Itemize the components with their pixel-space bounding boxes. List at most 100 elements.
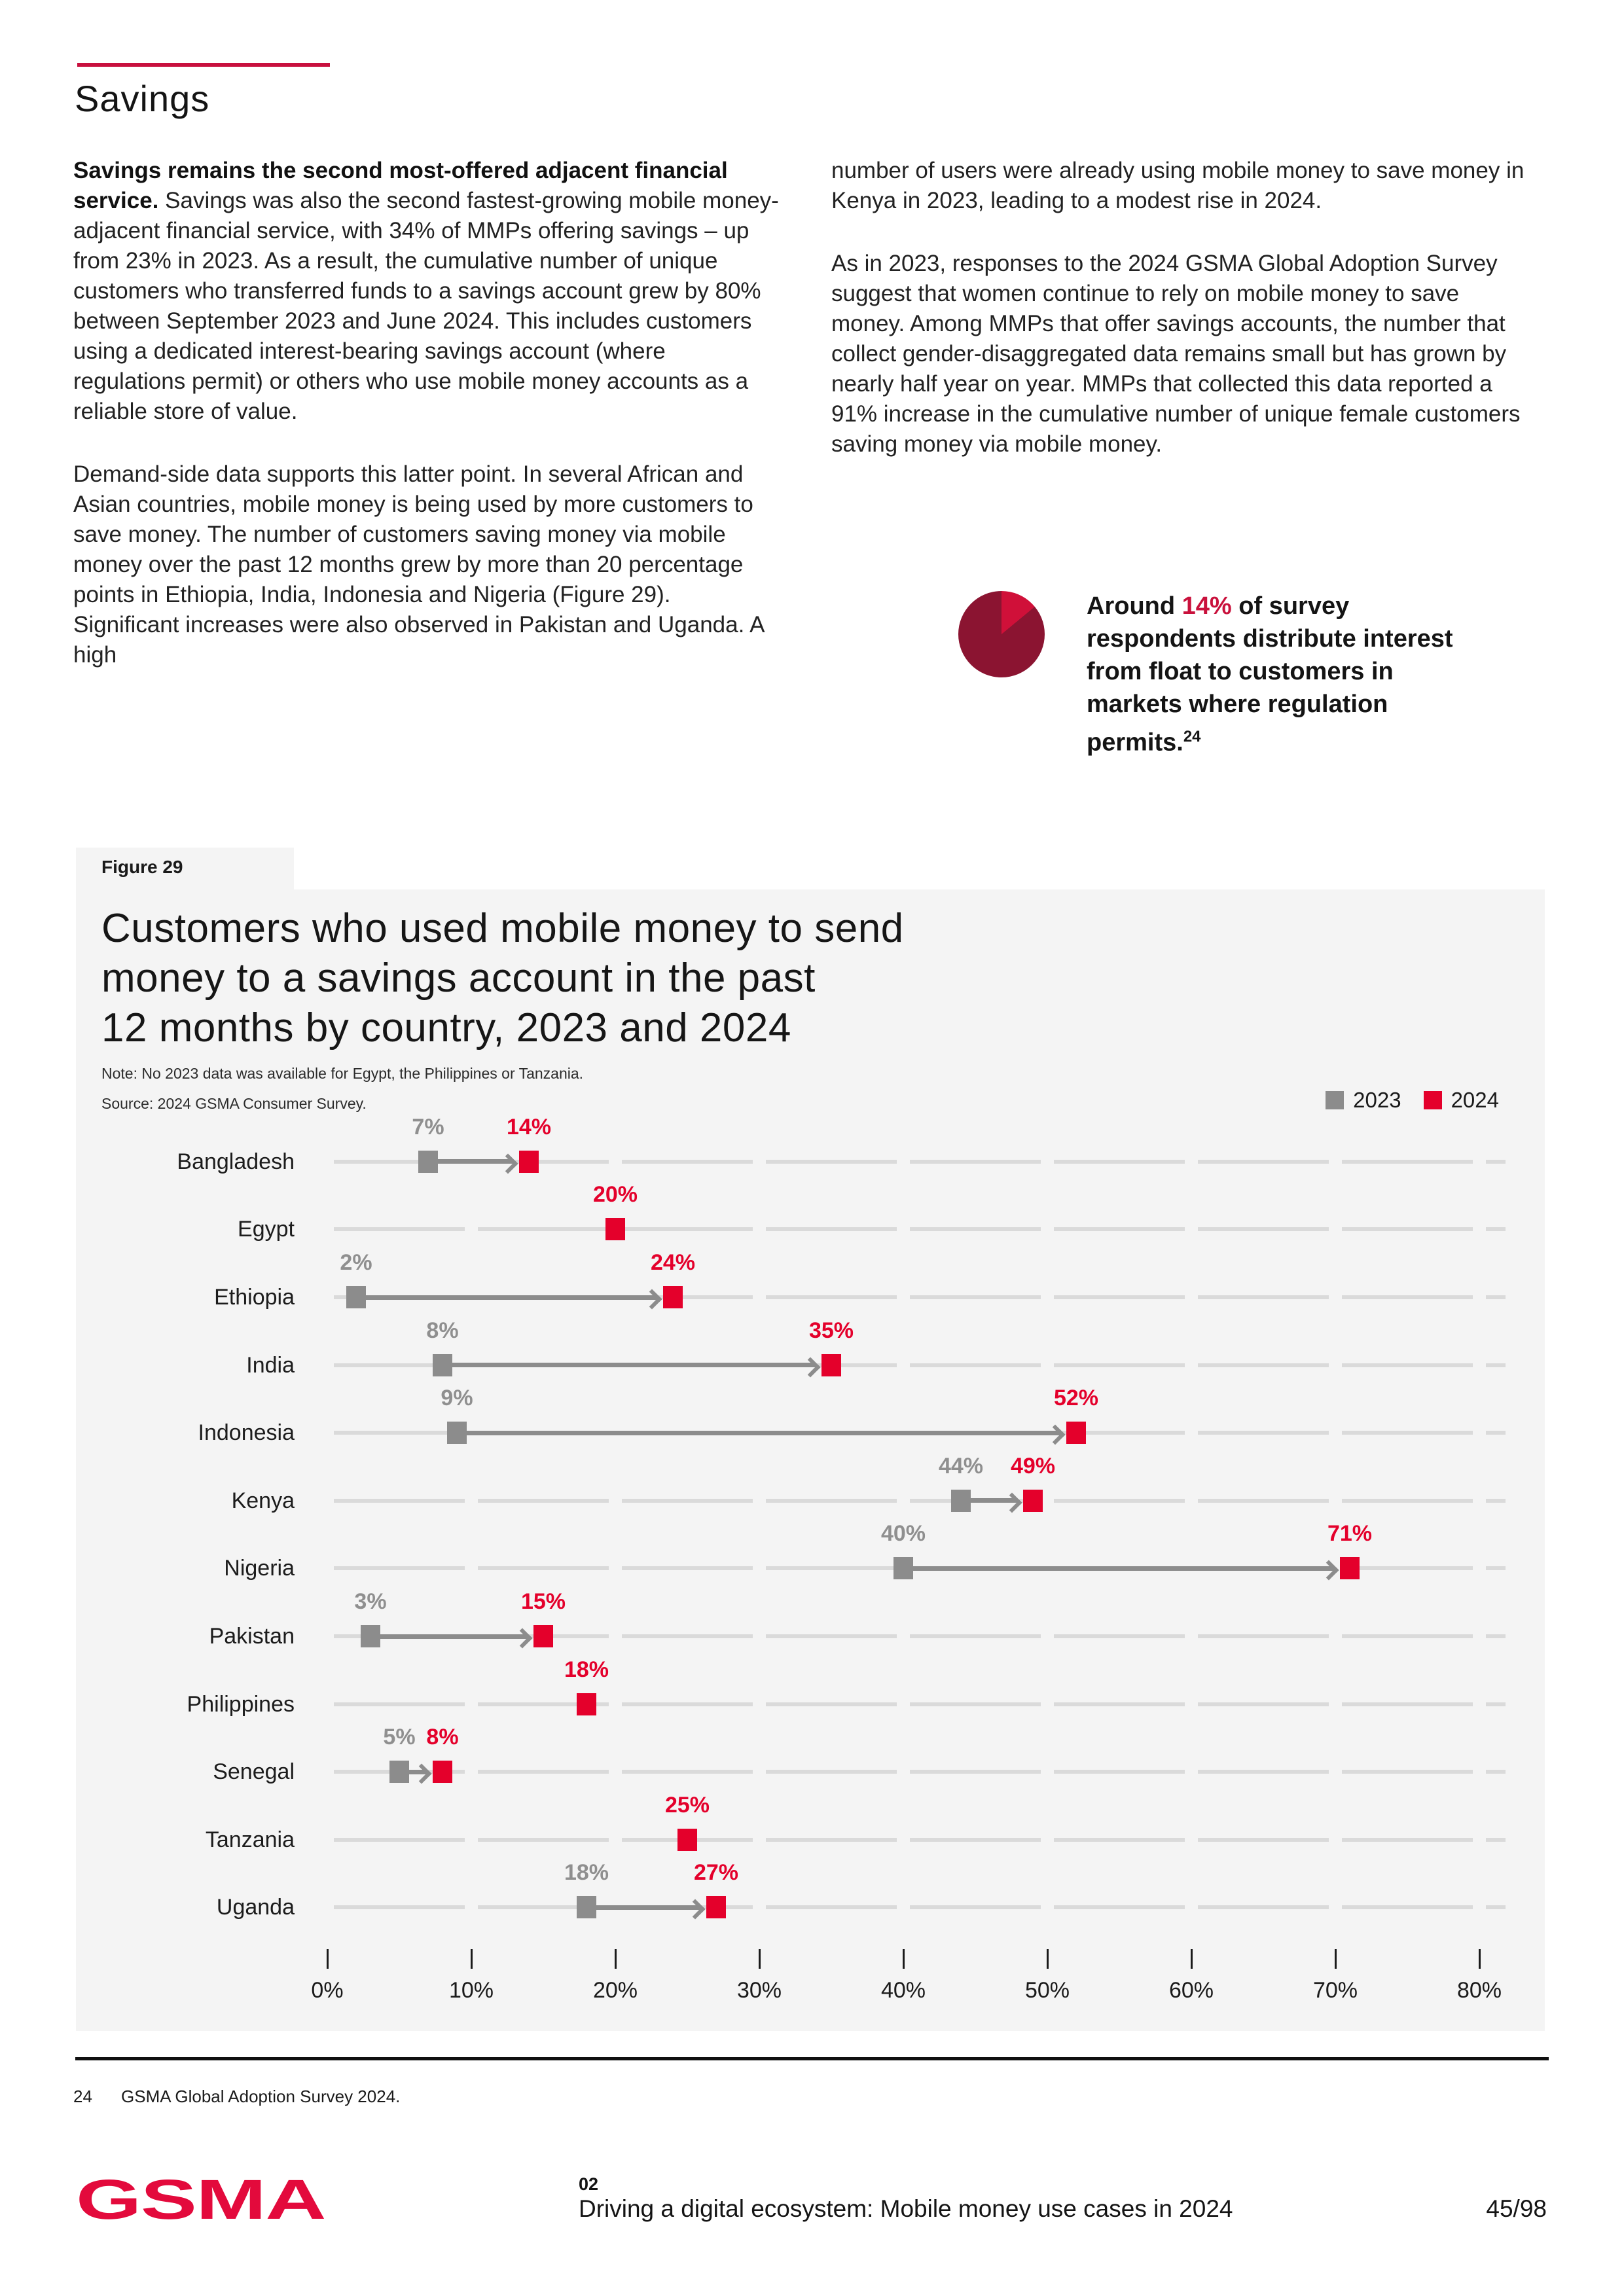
- marker-2023: [447, 1422, 467, 1444]
- legend-label-2023: 2023: [1353, 1088, 1401, 1112]
- marker-2024: [533, 1625, 553, 1647]
- value-label-2023: 40%: [880, 1521, 926, 1547]
- paragraph: As in 2023, responses to the 2024 GSMA G…: [831, 251, 1521, 457]
- marker-2024: [1023, 1489, 1043, 1512]
- marker-2024: [433, 1761, 452, 1784]
- marker-2024: [706, 1896, 726, 1919]
- callout-prefix: Around: [1087, 592, 1182, 620]
- figure-label-tab: Figure 29: [76, 848, 294, 890]
- marker-2024: [1340, 1557, 1360, 1580]
- marker-2024: [605, 1218, 625, 1241]
- value-label-2024: 14%: [506, 1114, 552, 1139]
- arrow-head-icon: [1318, 1560, 1339, 1581]
- marker-2023: [577, 1896, 596, 1919]
- x-tick-label: 40%: [880, 1978, 926, 2003]
- legend-swatch-2023: [1326, 1091, 1344, 1109]
- paragraph: number of users were already using mobil…: [831, 158, 1525, 213]
- marker-2024: [821, 1354, 841, 1376]
- arrow-line: [961, 1498, 1017, 1503]
- footnote-text: GSMA Global Adoption Survey 2024.: [121, 2087, 401, 2106]
- pie-chart-icon: [958, 591, 1045, 677]
- x-tick: [326, 1949, 329, 1969]
- figure-title-line: Customers who used mobile money to send: [101, 906, 904, 951]
- row-label-kenya: Kenya: [231, 1488, 295, 1513]
- marker-2024: [677, 1828, 697, 1851]
- value-label-2024: 52%: [1053, 1386, 1099, 1411]
- marker-2023: [951, 1489, 971, 1512]
- x-tick-label: 80%: [1456, 1978, 1502, 2003]
- marker-2023: [346, 1286, 366, 1308]
- value-label-2024: 20%: [592, 1182, 638, 1208]
- x-tick: [902, 1949, 905, 1969]
- legend-entry-2024: 2024: [1423, 1088, 1499, 1113]
- figure-note: Note: No 2023 data was available for Egy…: [101, 1065, 584, 1082]
- x-tick: [1478, 1949, 1481, 1969]
- x-tick: [758, 1949, 761, 1969]
- arrow-head-icon: [1001, 1492, 1022, 1513]
- row-label-uganda: Uganda: [216, 1895, 295, 1920]
- x-tick: [614, 1949, 617, 1969]
- arrow-line: [399, 1769, 427, 1774]
- footnote-number: 24: [73, 2087, 92, 2106]
- marker-2023: [389, 1761, 409, 1784]
- row-label-india: India: [246, 1352, 295, 1378]
- marker-2023: [361, 1625, 380, 1647]
- value-label-2023: 44%: [938, 1453, 984, 1479]
- x-tick-label: 20%: [592, 1978, 638, 2003]
- x-tick-label: 30%: [736, 1978, 782, 2003]
- row-baseline: [327, 1770, 1506, 1774]
- x-tick: [1046, 1949, 1049, 1969]
- x-tick: [1190, 1949, 1193, 1969]
- x-tick-label: 70%: [1312, 1978, 1358, 2003]
- article-column-left: Savings remains the second most-offered …: [73, 156, 780, 703]
- figure-title-line: 12 months by country, 2023 and 2024: [101, 1005, 791, 1050]
- marker-2023: [433, 1354, 452, 1376]
- row-baseline: [327, 1702, 1506, 1706]
- arrow-head-icon: [512, 1628, 533, 1649]
- row-baseline: [327, 1295, 1506, 1299]
- value-label-2024: 71%: [1327, 1521, 1373, 1547]
- x-tick-label: 10%: [448, 1978, 494, 2003]
- paragraph: Demand-side data supports this latter po…: [73, 461, 764, 668]
- row-label-senegal: Senegal: [213, 1759, 295, 1785]
- arrow-line: [370, 1634, 528, 1639]
- row-label-pakistan: Pakistan: [209, 1624, 295, 1649]
- row-label-indonesia: Indonesia: [198, 1420, 295, 1446]
- value-label-2023: 8%: [426, 1318, 459, 1343]
- page-title: Savings: [75, 78, 210, 119]
- footer-rule: [75, 2057, 1549, 2060]
- arrow-head-icon: [685, 1899, 706, 1920]
- row-label-tanzania: Tanzania: [205, 1827, 295, 1852]
- arrow-head-icon: [641, 1289, 662, 1310]
- arrow-line: [442, 1363, 816, 1368]
- paragraph-lead-bold: Savings remains the second most-offered …: [73, 158, 728, 213]
- plot-area: Bangladesh 7% 14% Egypt 20% Ethiopia 2% 24% Indi…: [177, 1115, 1506, 1941]
- figure-title: Customers who used mobile money to send …: [101, 904, 904, 1053]
- figure-label: Figure 29: [101, 857, 183, 877]
- legend-entry-2023: 2023: [1326, 1088, 1401, 1113]
- row-label-philippines: Philippines: [187, 1691, 295, 1717]
- row-baseline: [327, 1227, 1506, 1232]
- value-label-2024: 27%: [693, 1860, 739, 1886]
- footer-chapter-number: 02: [579, 2174, 599, 2194]
- arrow-head-icon: [800, 1357, 821, 1378]
- value-label-2023: 7%: [412, 1114, 444, 1139]
- value-label-2023: 9%: [441, 1386, 473, 1411]
- footnote: 24 GSMA Global Adoption Survey 2024.: [73, 2087, 400, 2107]
- arrow-line: [428, 1159, 513, 1164]
- footer-page-number: 45/98: [1486, 2195, 1547, 2222]
- value-label-2024: 35%: [808, 1318, 854, 1343]
- figure-source: Source: 2024 GSMA Consumer Survey.: [101, 1095, 367, 1112]
- marker-2023: [893, 1557, 913, 1580]
- legend-swatch-2024: [1423, 1091, 1442, 1109]
- callout-statement: Around 14% of survey respondents distrib…: [1087, 590, 1479, 759]
- arrow-line: [356, 1295, 657, 1300]
- marker-2024: [519, 1150, 539, 1173]
- x-tick-label: 60%: [1168, 1978, 1214, 2003]
- row-label-ethiopia: Ethiopia: [214, 1285, 295, 1310]
- marker-2023: [418, 1150, 438, 1173]
- x-tick-label: 0%: [311, 1978, 344, 2003]
- value-label-2024: 8%: [426, 1725, 459, 1750]
- callout-rest: of survey respondents distribute interes…: [1087, 592, 1453, 757]
